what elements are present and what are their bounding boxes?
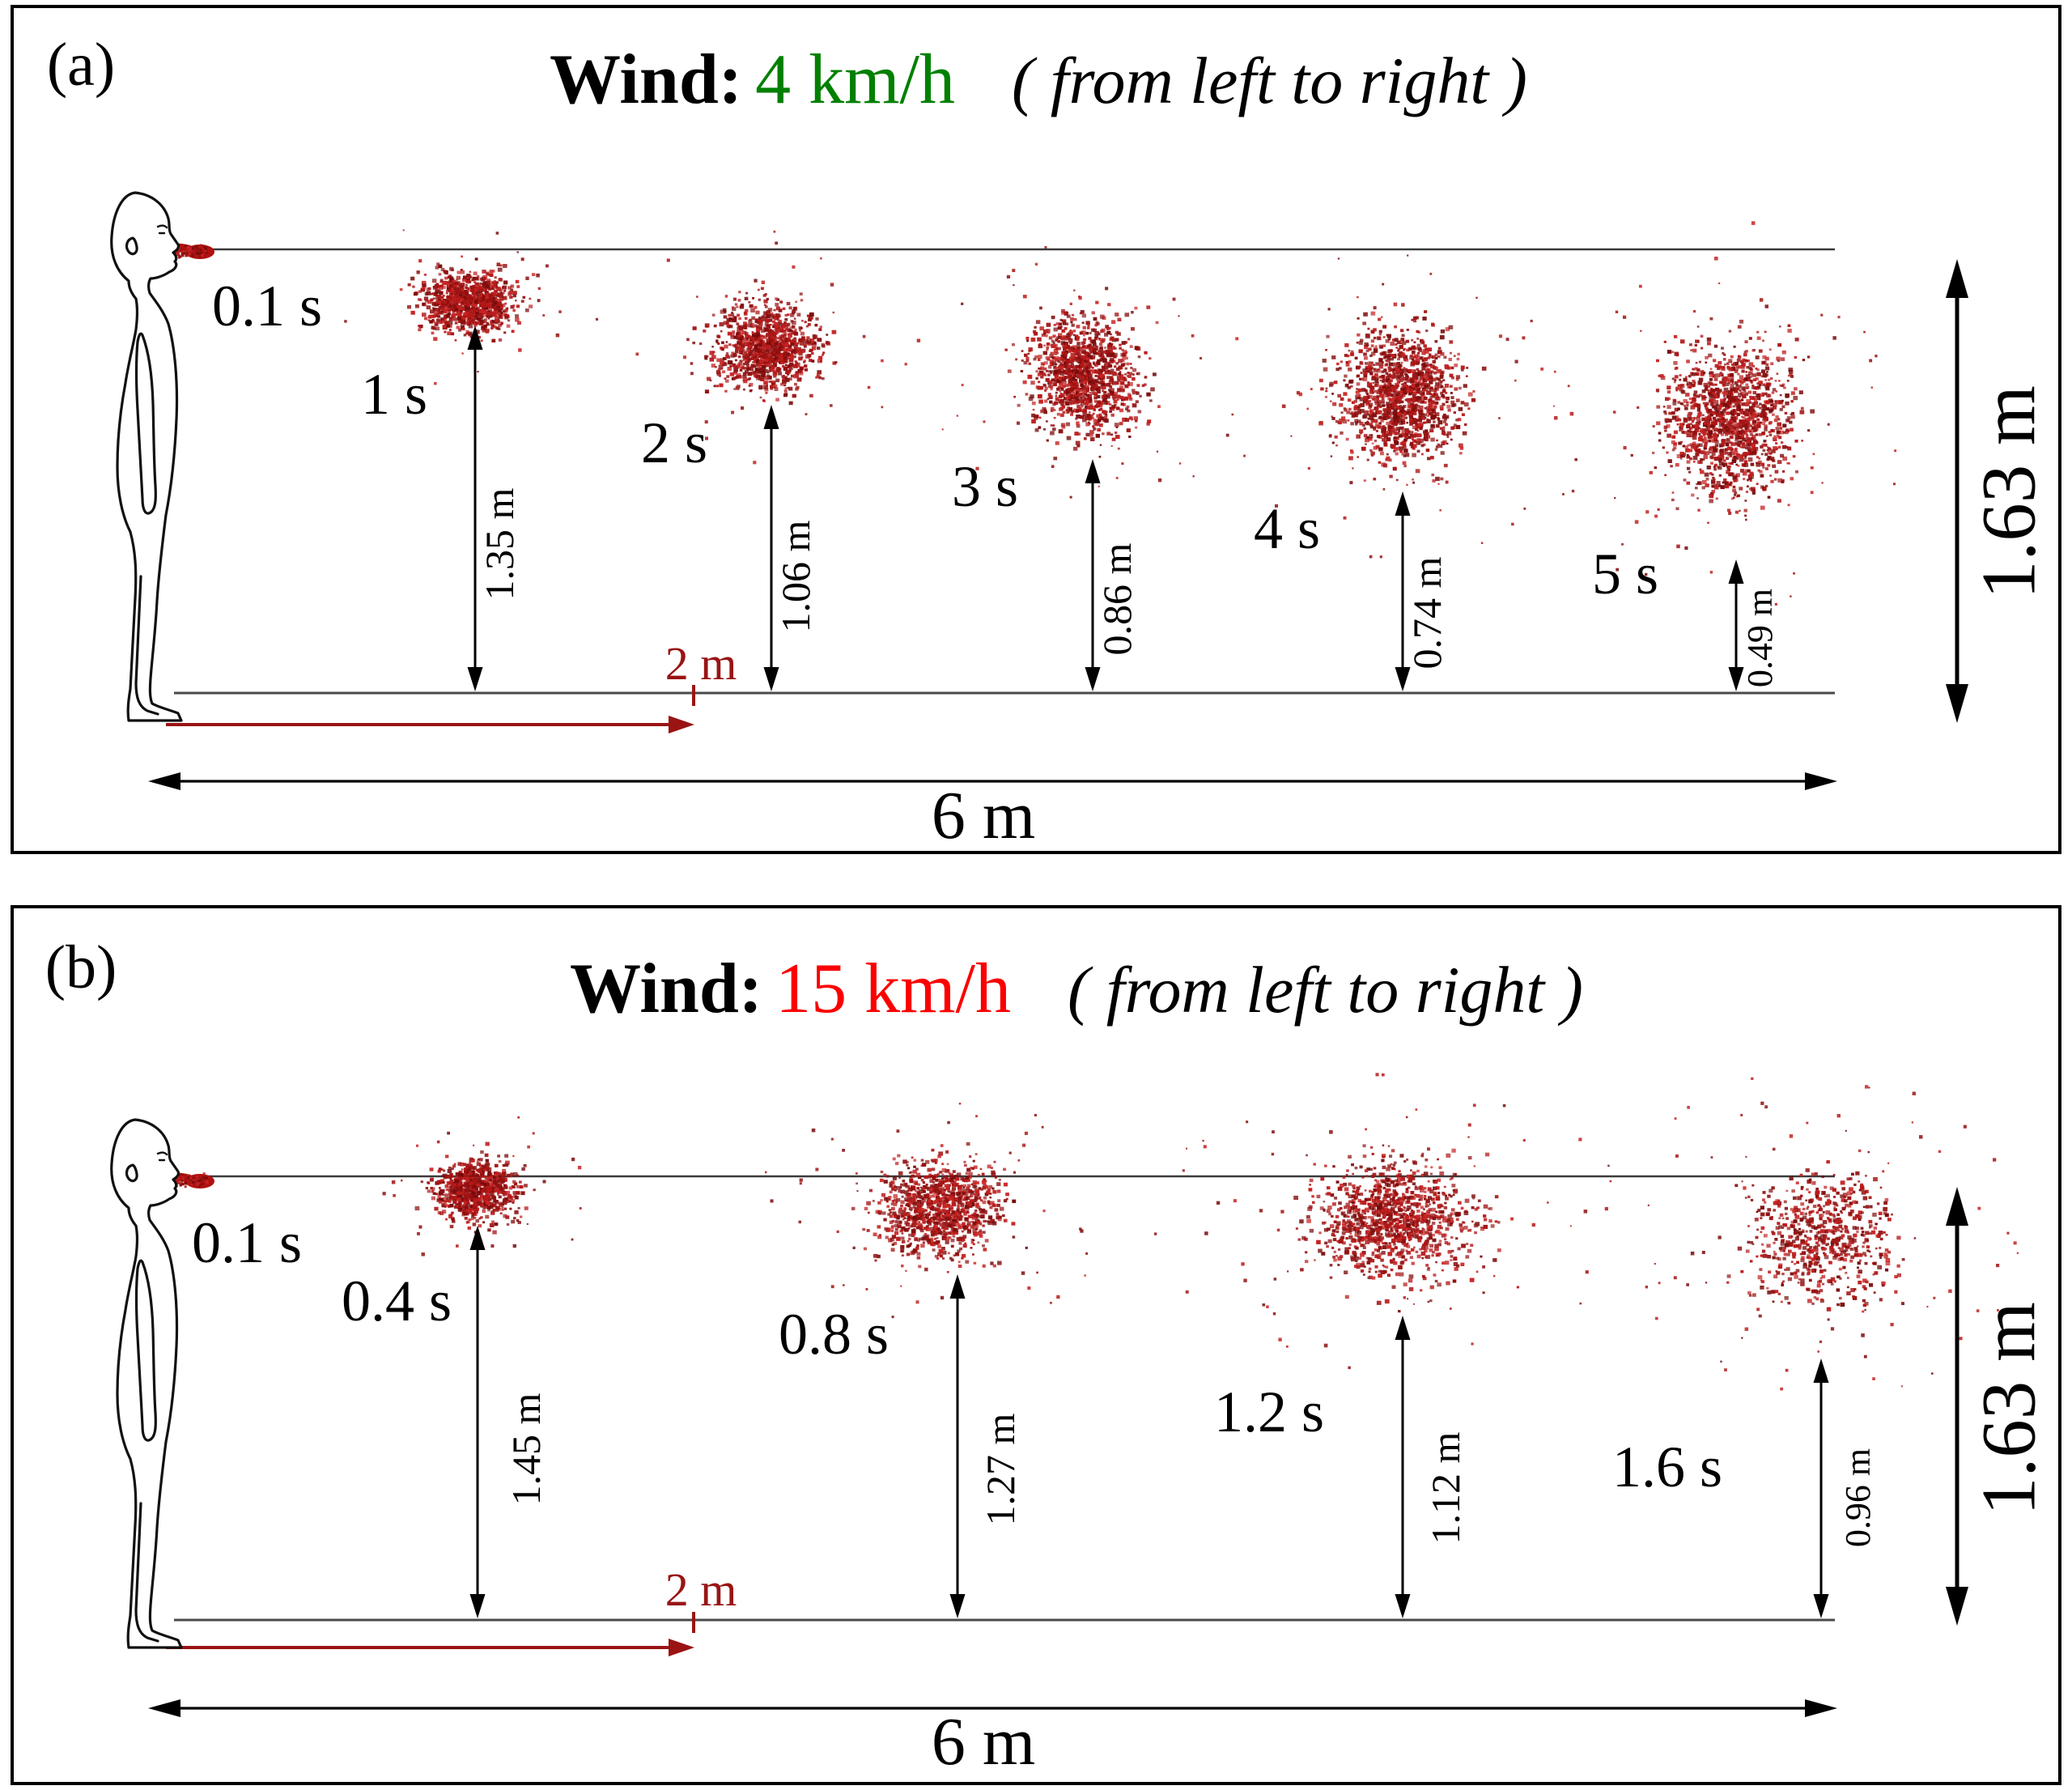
droplet-clouds-panel-a	[142, 221, 1897, 606]
panel-b	[11, 905, 2061, 1785]
height-label: 0.74 m	[1404, 556, 1450, 670]
height-label: 1.27 m	[978, 1413, 1023, 1526]
panel-a-title: Wind: 4 km/h( from left to right )	[550, 45, 1527, 116]
time-label: 1.6 s	[1611, 1435, 1723, 1499]
dimension-arrows-panel-a	[148, 259, 1968, 790]
person-figure	[110, 191, 183, 722]
panel-a-label: (a)	[46, 31, 116, 99]
dimension-arrows-panel-b	[148, 1187, 1968, 1717]
total-distance-label: 6 m	[931, 1704, 1036, 1779]
person-height-label: 1.63 m	[1965, 385, 2052, 599]
wind-distance-arrow-panel-a	[166, 685, 695, 733]
height-label: 1.35 m	[477, 487, 522, 601]
time-label: 4 s	[1253, 496, 1321, 561]
person-figure	[110, 1118, 183, 1649]
reference-lines-panel-b	[174, 1175, 1835, 1622]
wind-distance-label: 2 m	[664, 637, 737, 690]
person-height-label: 1.63 m	[1965, 1302, 2052, 1516]
title-note: ( from left to right )	[1011, 44, 1527, 117]
time-label: 0.8 s	[778, 1302, 890, 1367]
time-label: 1 s	[360, 362, 428, 427]
height-label: 0.96 m	[1838, 1448, 1878, 1548]
title-wind-speed: 4 km/h	[755, 40, 955, 119]
time-label: 1.2 s	[1213, 1380, 1325, 1444]
height-label: 1.12 m	[1423, 1431, 1468, 1545]
wind-distance-arrow-panel-b	[166, 1612, 695, 1656]
panel-b-title: Wind: 15 km/h( from left to right )	[570, 954, 1583, 1025]
droplet-clouds-panel-b	[142, 1073, 2019, 1391]
time-label: 2 s	[640, 410, 708, 475]
time-label: 5 s	[1591, 542, 1659, 606]
time-label: 3 s	[951, 454, 1019, 519]
title-word: Wind:	[570, 950, 763, 1028]
height-label: 1.06 m	[773, 520, 818, 633]
title-word: Wind:	[550, 40, 743, 119]
panel-b-label: (b)	[45, 933, 117, 1001]
total-distance-label: 6 m	[931, 778, 1036, 853]
title-wind-speed: 15 km/h	[775, 950, 1011, 1028]
height-label: 0.86 m	[1094, 542, 1140, 656]
height-label: 1.45 m	[503, 1392, 549, 1506]
time-label: 0.1 s	[191, 1210, 303, 1275]
height-label: 0.49 m	[1740, 588, 1780, 688]
title-note: ( from left to right )	[1067, 953, 1583, 1027]
time-label: 0.1 s	[211, 274, 323, 338]
time-label: 0.4 s	[341, 1269, 452, 1333]
wind-distance-label: 2 m	[664, 1563, 737, 1616]
reference-lines-panel-a	[174, 248, 1835, 695]
